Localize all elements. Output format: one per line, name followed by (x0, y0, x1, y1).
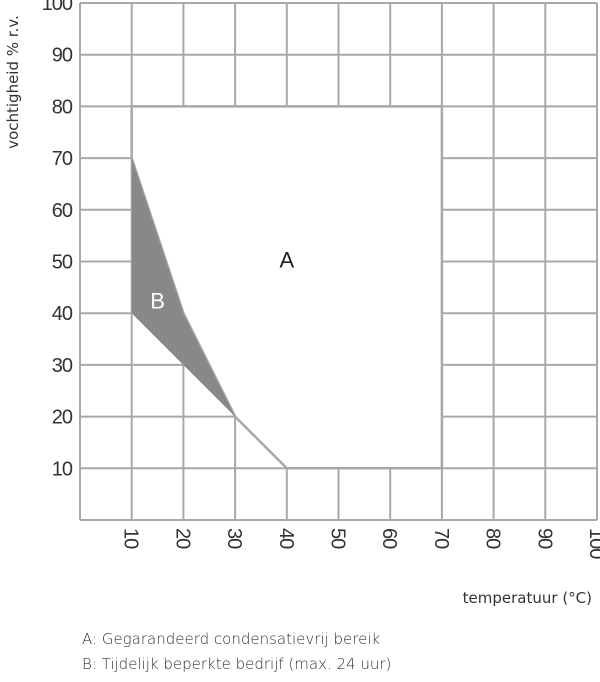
x-tick-label: 70 (430, 528, 452, 549)
x-tick-label: 60 (378, 528, 400, 549)
region-a (130, 105, 444, 470)
y-tick-label: 80 (52, 96, 73, 118)
x-tick-label: 80 (482, 528, 504, 549)
y-axis-label: vochtigheid % r.v. (4, 15, 22, 149)
x-tick-label: 20 (171, 528, 193, 549)
y-tick-label: 40 (52, 303, 73, 325)
x-axis-label: temperatuur (°C) (463, 589, 592, 607)
region-b (131, 158, 236, 417)
y-tick-label: 50 (52, 252, 73, 274)
legend-b: B: Tijdelijk beperkte bedrijf (max. 24 u… (82, 655, 392, 673)
region-label-b: B (150, 289, 165, 314)
y-tick-label: 70 (52, 148, 73, 170)
x-tick-label: 30 (223, 528, 245, 549)
y-tick-label: 10 (52, 458, 73, 480)
x-tick-label: 10 (120, 528, 142, 549)
y-tick-label: 100 (42, 0, 73, 15)
x-tick-label: 50 (327, 528, 349, 549)
x-tick-label: 90 (533, 528, 555, 549)
region-label-a: A (279, 247, 294, 272)
legend-a: A: Gegarandeerd condensatievrij bereik (82, 630, 381, 648)
y-tick-label: 30 (52, 355, 73, 377)
y-tick-label: 20 (52, 407, 73, 429)
y-tick-label: 60 (52, 200, 73, 222)
x-tick-label: 100 (585, 528, 600, 559)
y-tick-label: 90 (52, 45, 73, 67)
x-tick-label: 40 (275, 528, 297, 549)
